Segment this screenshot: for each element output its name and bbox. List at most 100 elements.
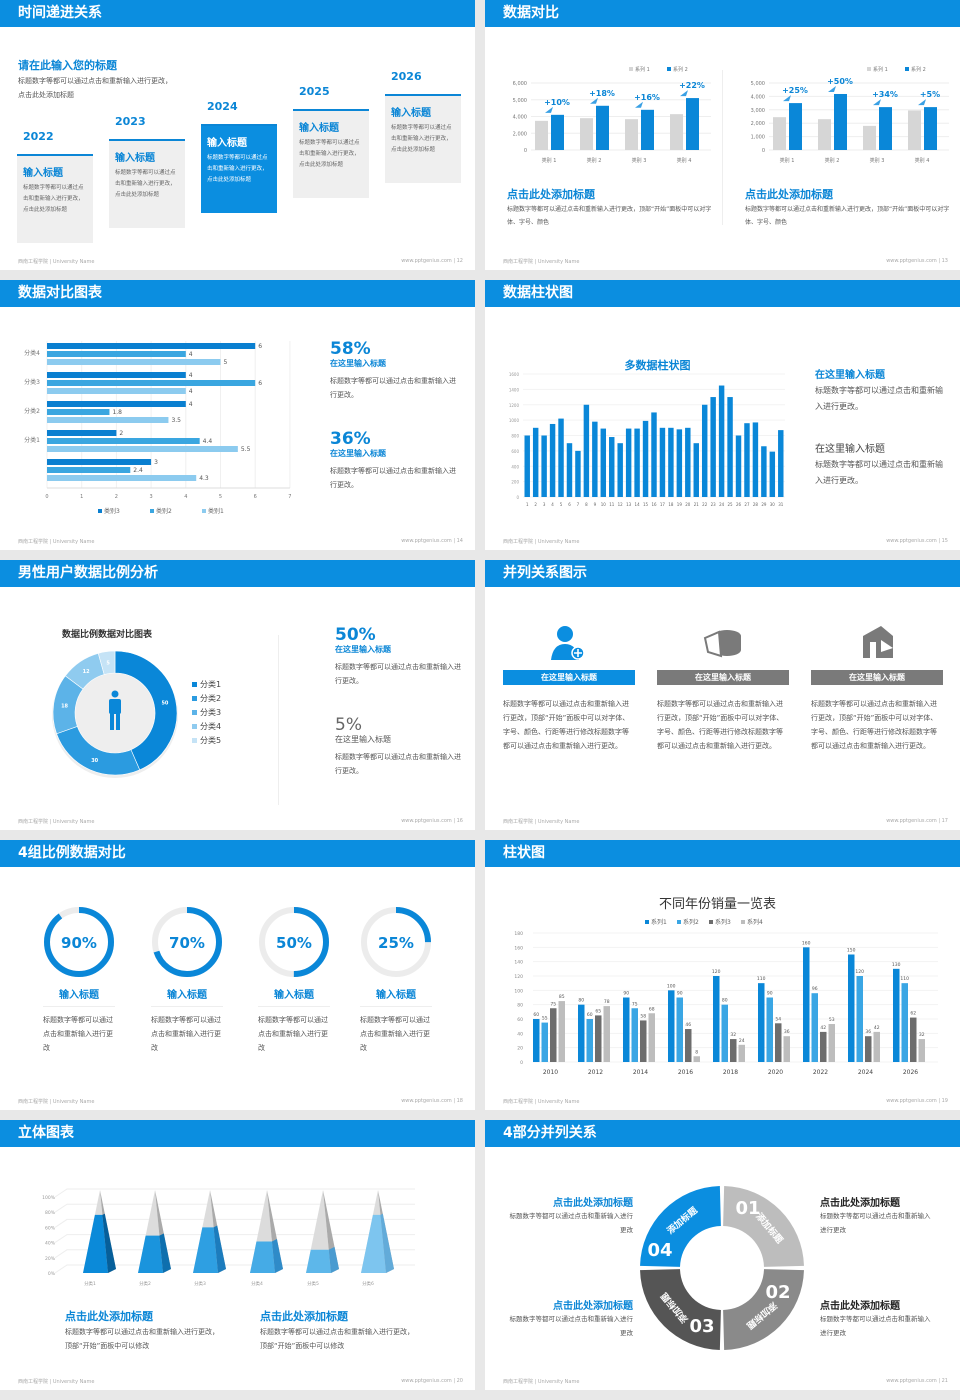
stat-title: 在这里输入标题 xyxy=(335,645,391,654)
bar xyxy=(580,118,593,150)
slide-comparison-chart[interactable]: 数据对比图表 0 1 2 3 4 5 6 7 分类4 6 4 5 分类3 4 6 4 分类2 4 1.8 3.5 分类1… xyxy=(0,280,475,550)
x-tick-label: 14 xyxy=(635,502,641,507)
x-tick-label: 类别 4 xyxy=(677,157,692,164)
stat-text: 标题数字等都可以通过点击和重新输入进行更改。 xyxy=(335,663,461,685)
timeline-year: 2022 xyxy=(23,130,54,143)
x-tick-label: 2018 xyxy=(723,1069,738,1076)
data-label: 32 xyxy=(730,1032,736,1038)
item-text: 标题数字等都可以通过点击和重新输入进行更改，顶部“开始”面板中可以对字体、字号、… xyxy=(657,700,784,750)
block-title: 点击此处添加标题 xyxy=(65,1310,153,1323)
data-label: 6 xyxy=(258,380,262,387)
item-title-bar[interactable]: 在这里输入标题 xyxy=(503,670,635,685)
card-text: 标题数字等都可以通过点击和重新输入进行更改，点击此处添加标题 xyxy=(299,140,360,168)
ring-text: 标题数字等都可以通过点击和重新输入进行更改 xyxy=(151,1016,221,1052)
horizontal-bar-chart: 0 1 2 3 4 5 6 7 分类4 6 4 5 分类3 4 6 4 分类2 4 1.8 3.5 分类1 2 4.4 5.5… xyxy=(24,341,291,515)
block-text: 标题数字等都可以通过点击和重新输入进行更改 xyxy=(509,1212,634,1234)
footer-right: www.pptgenius.com | 21 xyxy=(886,1378,948,1384)
segment-number: 01 xyxy=(735,1198,760,1219)
pyramid-fill-side xyxy=(213,1225,226,1273)
x-tick-label: 2 xyxy=(115,494,118,500)
x-tick-label: 15 xyxy=(643,502,649,507)
slide-data-comparison[interactable]: 数据对比 0 2,000 4,000 5,000 6,000 系列 1 系列 2 类别 1 +1… xyxy=(485,0,960,270)
x-tick-label: 25 xyxy=(728,502,734,507)
page-number: 20 xyxy=(456,1378,463,1384)
legend-swatch xyxy=(192,738,197,743)
block-text: 标题数字等都可以通过点击和重新输入进行更改。 xyxy=(815,460,943,485)
data-label: 3.5 xyxy=(171,417,181,424)
y-tick-label: 160 xyxy=(514,945,523,951)
item-title-bar[interactable]: 在这里输入标题 xyxy=(811,670,943,685)
stat-block: 58% 在这里输入标题 标题数字等都可以通过点击和重新输入进行更改。 xyxy=(330,340,460,402)
x-tick-label: 10 xyxy=(601,502,607,507)
stat-block: 36% 在这里输入标题 标题数字等都可以通过点击和重新输入进行更改。 xyxy=(330,430,460,492)
timeline-card[interactable]: 输入标题 标题数字等都可以通过点击和重新输入进行更改，点击此处添加标题 xyxy=(17,154,93,243)
slide-male-user-ratio[interactable]: 男性用户数据比例分析 数据比例数据对比图表 50 分类1 30 分类2 18 分类3 12 分… xyxy=(0,560,475,830)
bar xyxy=(524,435,530,497)
item-title-bar[interactable]: 在这里输入标题 xyxy=(657,670,789,685)
slide-parallel-items[interactable]: 并列关系图示 在这里输入标题 标题数字等都可以通过点击和重新输入进行更改，顶部“开… xyxy=(485,560,960,830)
grouped-bar-chart: 系列1 系列2 系列3 系列4 0 20 40 60 80 100 120 140 160 180 2010… xyxy=(514,918,938,1076)
cycle-segment[interactable] xyxy=(640,1186,721,1267)
x-tick-label: 3 xyxy=(543,502,546,507)
gridline xyxy=(54,1249,415,1259)
bar xyxy=(541,1022,548,1062)
timeline-card[interactable]: 输入标题 标题数字等都可以通过点击和重新输入进行更改，点击此处添加标题 xyxy=(109,139,185,228)
arrow-icon xyxy=(828,85,836,92)
data-label: 160 xyxy=(802,940,811,946)
y-tick-label: 80 xyxy=(517,1003,523,1009)
pyramid-fill-side xyxy=(102,1213,116,1273)
growth-label: +18% xyxy=(589,89,615,98)
x-tick-label: 类别 1 xyxy=(542,157,557,164)
cycle-segment[interactable] xyxy=(640,1269,721,1350)
ring-label: 70% xyxy=(169,934,205,952)
slide-3d-chart[interactable]: 立体图表 0% 20% 40% 60% 80% 100% 分类1 分类2 分类3 分类4 分类5 分类… xyxy=(0,1120,475,1390)
block-text: 标题数字等都可以通过点击和重新输入进行更改，顶部“开始”面板中可以修改 xyxy=(65,1328,219,1350)
x-tick-label: 4 xyxy=(184,494,187,500)
bar xyxy=(769,451,776,497)
footer-left: 西南工程学院 | University Name xyxy=(18,1099,95,1105)
slide-timeline[interactable]: 时间递进关系 请在此输入您的标题 标题数字等都可以通过点击和重新输入进行更改，点… xyxy=(0,0,475,270)
stat-block: 5% 在这里输入标题 标题数字等都可以通过点击和重新输入进行更改。 xyxy=(335,716,465,778)
bar xyxy=(670,114,683,150)
footer-left: 西南工程学院 | University Name xyxy=(18,1379,95,1385)
data-label: 120 xyxy=(712,969,721,975)
bar xyxy=(901,983,908,1062)
bar xyxy=(550,1008,557,1062)
slide-four-parts[interactable]: 4部分并列关系 01 添加标题 02 添加标题 03 添加标题 04 添加标题 点击此处添加标… xyxy=(485,1120,960,1390)
slide-grouped-bars[interactable]: 柱状图 不同年份销量一览表 系列1 系列2 系列3 系列4 0 20 40 60 80 100 12… xyxy=(485,840,960,1110)
data-label: 42 xyxy=(820,1025,826,1031)
legend-label: 系列 1 xyxy=(873,66,888,73)
x-tick-label: 19 xyxy=(677,502,683,507)
data-label: 4 xyxy=(189,351,193,358)
cycle-segment[interactable] xyxy=(723,1186,804,1267)
data-label: 5.5 xyxy=(241,446,251,453)
bar xyxy=(811,993,818,1062)
legend-label: 系列4 xyxy=(747,918,763,926)
timeline-card[interactable]: 输入标题 标题数字等都可以通过点击和重新输入进行更改，点击此处添加标题 xyxy=(385,94,461,183)
footer-left: 西南工程学院 | University Name xyxy=(503,1099,580,1105)
divider xyxy=(151,1006,223,1007)
page-number: 15 xyxy=(941,538,948,544)
arrow-icon xyxy=(590,97,598,104)
bar xyxy=(551,114,564,150)
slide-four-ratios[interactable]: 4组比例数据对比 90% 输入标题 标题数字等都可以通过点击和重新输入进行更改 70%… xyxy=(0,840,475,1110)
gridline xyxy=(54,1188,415,1198)
y-tick-label: 1400 xyxy=(509,387,520,392)
pyramid-fill-side xyxy=(380,1213,394,1273)
timeline-year: 2025 xyxy=(299,85,330,98)
pyramid-fill-side xyxy=(159,1233,171,1273)
text-block: 点击此处添加标题 标题数字等都可以通过点击和重新输入进行更改 xyxy=(820,1297,935,1340)
footer-right: www.pptgenius.com | 14 xyxy=(401,538,463,544)
footer-right: www.pptgenius.com | 19 xyxy=(886,1098,948,1104)
timeline-card[interactable]: 输入标题 标题数字等都可以通过点击和重新输入进行更改，点击此处添加标题 xyxy=(201,124,277,213)
legend-label: 分类3 xyxy=(200,707,221,717)
bar xyxy=(713,976,720,1062)
footer-url: www.pptgenius.com xyxy=(401,258,452,264)
data-label: 36 xyxy=(784,1029,790,1035)
slide-column-chart[interactable]: 数据柱状图 多数据柱状图 0 200 400 600 800 1000 1200 1400 16… xyxy=(485,280,960,550)
timeline-card[interactable]: 输入标题 标题数字等都可以通过点击和重新输入进行更改，点击此处添加标题 xyxy=(293,109,369,198)
slide-title: 4部分并列关系 xyxy=(485,1120,960,1147)
timeline-year: 2024 xyxy=(207,100,238,113)
bar xyxy=(910,1017,917,1062)
cycle-segment[interactable] xyxy=(723,1269,804,1350)
